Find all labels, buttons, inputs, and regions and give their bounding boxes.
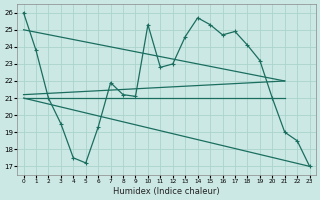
X-axis label: Humidex (Indice chaleur): Humidex (Indice chaleur): [113, 187, 220, 196]
